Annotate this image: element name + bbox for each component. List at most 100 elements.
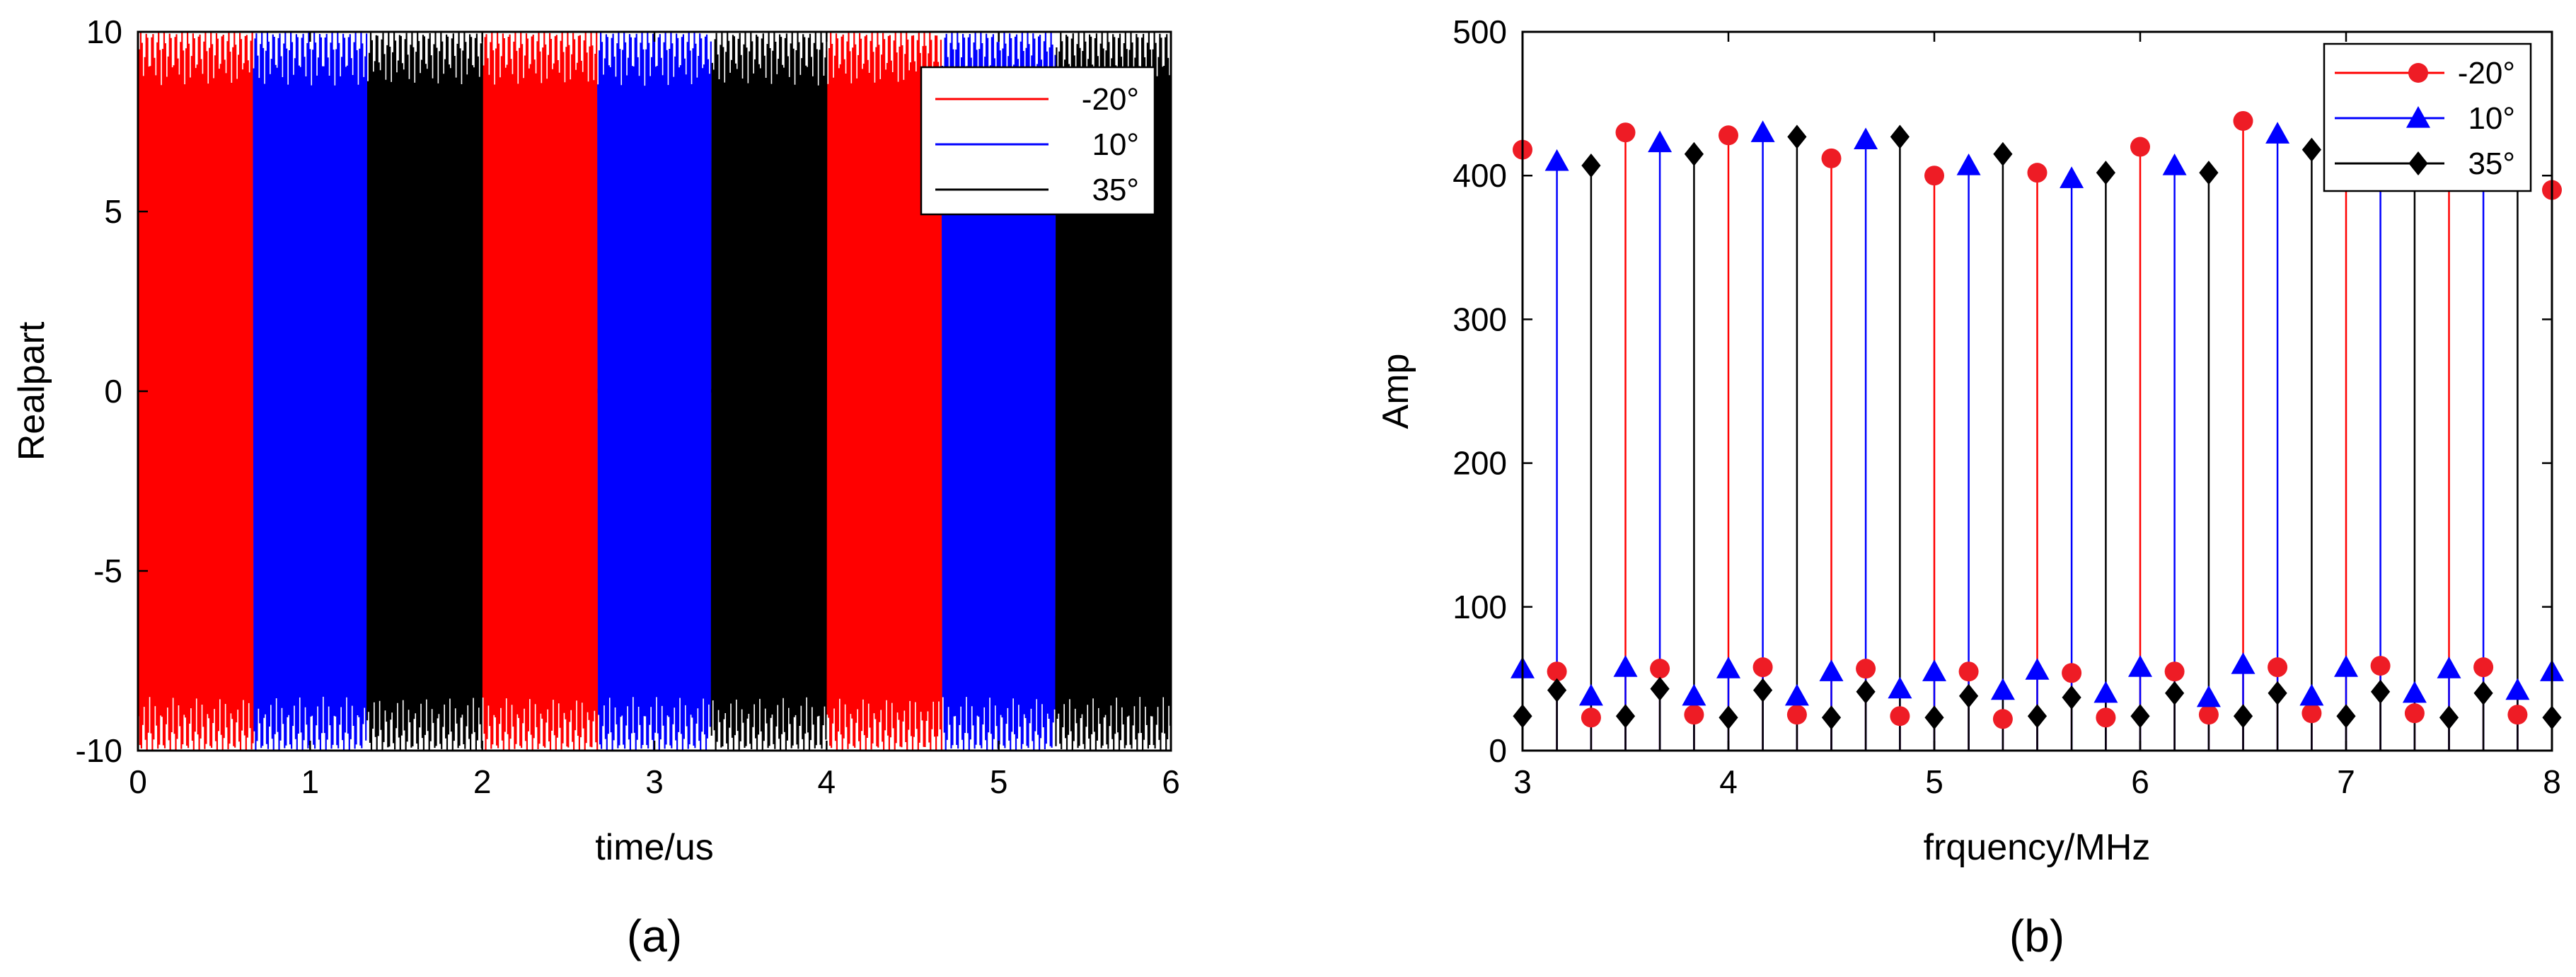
- x-tick-label: 4: [1719, 763, 1738, 800]
- y-tick-label: -10: [76, 732, 122, 769]
- y-tick-label: 0: [1489, 732, 1507, 769]
- marker-black: [2301, 137, 2322, 162]
- x-tick-label: 6: [2131, 763, 2149, 800]
- marker-blue: [1544, 149, 1569, 171]
- legend-label: -20°: [1082, 82, 1139, 117]
- marker-red: [1924, 166, 1944, 186]
- marker-blue: [2196, 685, 2221, 707]
- marker-black: [1615, 704, 1636, 729]
- x-tick-label: 4: [818, 763, 836, 800]
- marker-black: [2130, 704, 2150, 729]
- marker-red: [1821, 148, 1842, 168]
- marker-black: [1958, 683, 1979, 708]
- y-tick-label: 500: [1452, 13, 1507, 50]
- legend-marker-black: [2408, 151, 2428, 175]
- y-tick-label: -5: [93, 553, 122, 589]
- marker-red: [2268, 657, 2288, 678]
- panel-b-caption: (b): [2009, 910, 2064, 961]
- marker-red: [2301, 703, 2322, 724]
- marker-black: [1993, 141, 2013, 166]
- marker-black: [2096, 161, 2116, 185]
- marker-blue: [2265, 122, 2290, 144]
- marker-black: [2199, 161, 2219, 185]
- marker-red: [2507, 705, 2528, 725]
- marker-blue: [1956, 153, 1981, 175]
- marker-black: [1547, 678, 1567, 703]
- y-tick-label: 5: [104, 193, 122, 230]
- marker-black: [2336, 704, 2356, 729]
- marker-blue: [2231, 652, 2256, 674]
- panel-b-legend: -20° 10° 35°: [2323, 42, 2532, 192]
- marker-red: [2233, 110, 2253, 131]
- x-tick-label: 5: [1925, 763, 1943, 800]
- series-red-burst: [138, 32, 942, 751]
- x-tick-label: 3: [645, 763, 664, 800]
- panel-a-ylabel: Realpart: [11, 321, 52, 461]
- marker-black: [1684, 141, 1704, 166]
- marker-blue: [1750, 120, 1775, 142]
- marker-red: [1684, 705, 1704, 725]
- marker-red: [2130, 137, 2150, 157]
- marker-blue: [1854, 127, 1878, 149]
- marker-blue: [2128, 655, 2152, 677]
- marker-black: [1890, 125, 1910, 149]
- marker-black: [1924, 705, 1944, 730]
- marker-black: [2233, 704, 2253, 729]
- marker-blue: [1682, 683, 1706, 706]
- marker-red: [2198, 705, 2219, 725]
- panel-b-ticks: 3 4 5 6 7 8 0 100 200 300 400 500: [1452, 13, 2561, 800]
- marker-red: [2404, 703, 2425, 724]
- panel-a-caption: (a): [627, 910, 682, 961]
- y-tick-label: 0: [104, 373, 122, 410]
- marker-blue: [2093, 681, 2118, 703]
- legend-label: 10°: [2468, 101, 2515, 136]
- marker-blue: [1819, 659, 1844, 681]
- legend-label: 35°: [2468, 146, 2515, 181]
- marker-black: [2370, 679, 2391, 704]
- marker-blue: [1922, 659, 1946, 681]
- marker-black: [2062, 685, 2081, 710]
- panel-a-legend: -20° 10° 35°: [920, 66, 1156, 216]
- legend-marker-blue: [2406, 106, 2430, 128]
- marker-blue: [2437, 657, 2461, 678]
- marker-red: [1958, 661, 1979, 682]
- x-tick-label: 8: [2543, 763, 2561, 800]
- marker-blue: [1648, 130, 1673, 153]
- marker-blue: [2334, 655, 2358, 677]
- marker-black: [1787, 125, 1807, 149]
- marker-blue: [2299, 683, 2324, 706]
- marker-blue: [1888, 676, 1912, 699]
- marker-red: [1719, 125, 1738, 146]
- x-tick-label: 2: [473, 763, 492, 800]
- y-tick-label: 400: [1452, 157, 1507, 194]
- marker-blue: [2060, 166, 2084, 188]
- marker-blue: [1784, 683, 1809, 706]
- y-tick-label: 100: [1452, 589, 1507, 625]
- marker-red: [2473, 657, 2494, 678]
- y-tick-label: 10: [86, 13, 122, 50]
- marker-black: [1752, 678, 1773, 703]
- marker-blue: [2025, 658, 2050, 680]
- marker-black: [1821, 705, 1842, 730]
- panel-b-stems: [1511, 110, 2564, 751]
- marker-red: [2370, 656, 2391, 676]
- marker-red: [1786, 705, 1807, 725]
- marker-black: [1856, 679, 1876, 704]
- marker-red: [2062, 663, 2082, 683]
- marker-blue: [1716, 657, 1740, 678]
- marker-black: [2027, 704, 2047, 729]
- panel-b-axes-box: [1521, 30, 2553, 752]
- y-tick-label: 300: [1452, 301, 1507, 337]
- marker-red: [1581, 707, 1601, 728]
- marker-red: [1547, 661, 1567, 682]
- marker-black: [2164, 681, 2185, 705]
- marker-red: [1992, 709, 2013, 729]
- legend-label: 10°: [1092, 127, 1139, 162]
- x-tick-label: 6: [1162, 763, 1180, 800]
- marker-black: [2439, 705, 2459, 730]
- marker-red: [1615, 122, 1636, 143]
- legend-label: -20°: [2458, 56, 2515, 91]
- marker-red: [2096, 707, 2116, 728]
- marker-red: [1752, 657, 1773, 678]
